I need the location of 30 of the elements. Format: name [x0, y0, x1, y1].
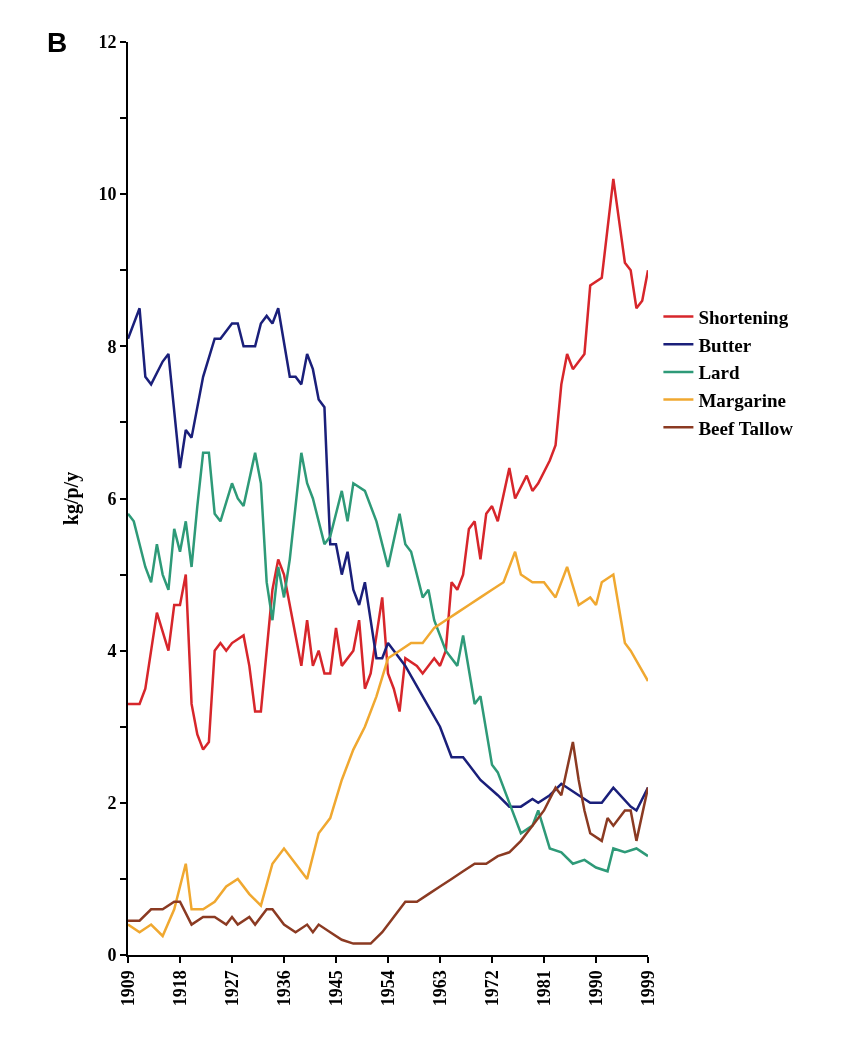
line-series [128, 740, 648, 945]
line-series [128, 550, 648, 938]
x-tick-label: 1954 [377, 970, 398, 1007]
y-tick-label: 12 [98, 32, 117, 53]
y-tick-label: 8 [107, 336, 117, 357]
x-tick-label: 1945 [325, 970, 346, 1007]
text: B [47, 27, 68, 58]
legend-label: Shortening [698, 306, 789, 328]
y-axis-title: kg/p/y [60, 471, 84, 526]
line-series [128, 177, 648, 751]
x-tick-label: 1981 [533, 970, 554, 1007]
x-tick-label: 1936 [273, 970, 294, 1007]
line-series [128, 307, 648, 812]
x-tick-label: 1963 [429, 970, 450, 1007]
x-tick-label: 1999 [637, 970, 658, 1007]
y-tick-label: 0 [107, 945, 117, 966]
x-tick-label: 1972 [481, 970, 502, 1007]
y-tick-label: 4 [107, 640, 117, 661]
x-tick-label: 1918 [169, 970, 190, 1007]
x-tick-label: 1909 [117, 970, 138, 1007]
y-tick-label: 6 [107, 488, 117, 509]
legend-label: Butter [698, 334, 752, 356]
y-tick-label: 2 [107, 793, 117, 814]
legend-label: Beef Tallow [698, 417, 794, 439]
x-tick-label: 1927 [221, 970, 242, 1007]
y-tick-label: 10 [98, 184, 117, 205]
legend-label: Lard [698, 362, 741, 384]
legend-label: Margarine [698, 390, 786, 411]
x-tick-label: 1990 [585, 970, 606, 1007]
line-series [128, 451, 648, 873]
